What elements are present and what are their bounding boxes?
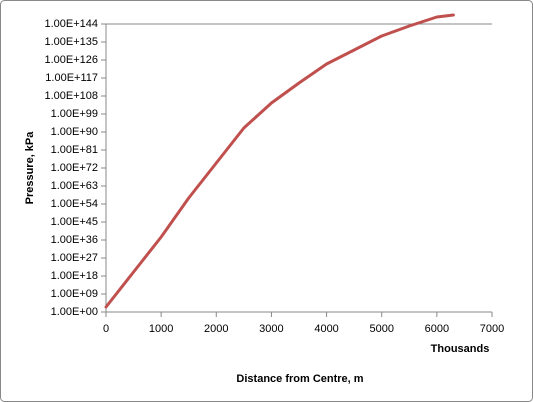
y-tick-label: 1.00E+36 — [51, 234, 98, 246]
y-tick-label: 1.00E+81 — [51, 144, 98, 156]
y-tick-label: 1.00E+09 — [51, 288, 98, 300]
y-tick-label: 1.00E+126 — [44, 54, 98, 66]
y-tick-label: 1.00E+72 — [51, 162, 98, 174]
y-tick-label: 1.00E+00 — [51, 306, 98, 318]
data-line — [104, 13, 455, 309]
y-tick-label: 1.00E+144 — [44, 18, 98, 30]
y-tick-label: 1.00E+63 — [51, 180, 98, 192]
y-tick-label: 1.00E+27 — [51, 252, 98, 264]
y-tick-label: 1.00E+18 — [51, 270, 98, 282]
y-tick-label: 1.00E+135 — [44, 36, 98, 48]
x-axis-title: Distance from Centre, m — [236, 373, 363, 385]
y-tick-label: 1.00E+45 — [51, 216, 98, 228]
x-tick-label: 6000 — [425, 323, 449, 335]
y-tick-label: 1.00E+90 — [51, 126, 98, 138]
x-tick-label: 2000 — [204, 323, 228, 335]
x-tick-label: 3000 — [259, 323, 283, 335]
x-tick-label: 4000 — [314, 323, 338, 335]
y-axis-title: Pressure, kPa — [24, 131, 36, 205]
x-tick-label: 7000 — [480, 323, 504, 335]
y-tick-label: 1.00E+108 — [44, 90, 98, 102]
x-axis-unit: Thousands — [431, 343, 490, 355]
y-tick-label: 1.00E+117 — [45, 72, 98, 84]
x-tick-label: 1000 — [149, 323, 173, 335]
x-tick-label: 5000 — [369, 323, 393, 335]
y-tick-label: 1.00E+54 — [51, 198, 98, 210]
x-tick-label: 0 — [103, 323, 109, 335]
y-tick-label: 1.00E+99 — [51, 108, 98, 120]
